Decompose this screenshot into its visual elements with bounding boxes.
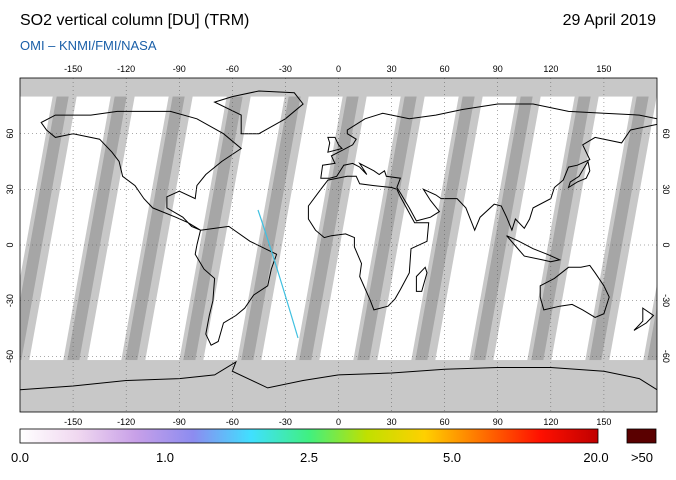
lon-tick-label-top: 150	[596, 64, 611, 74]
swath-gap-band	[522, 78, 594, 412]
lat-tick-label-left: -60	[5, 350, 15, 363]
lat-tick-label-right: 30	[661, 184, 671, 194]
lon-tick-label-bottom: 120	[543, 417, 558, 427]
longitude-labels-top: -150 -120 -90 -60 -30 0 30 60 90 120 150	[64, 64, 611, 74]
coastline-south-america	[194, 225, 278, 346]
lon-tick-label-top: 60	[440, 64, 450, 74]
so2-trace-line	[257, 209, 299, 339]
lon-tick-label-top: -90	[173, 64, 186, 74]
lat-tick-label-right: 60	[661, 129, 671, 139]
colorbar-label-1: 1.0	[155, 450, 175, 465]
lon-tick-label-top: -30	[279, 64, 292, 74]
latitude-labels-right: 60 30 0 -30 -60	[661, 129, 671, 363]
north-polar-no-data	[20, 78, 657, 97]
swath-gap-band	[290, 78, 362, 412]
colorbar-overflow-label: >50	[630, 450, 654, 465]
lon-tick-label-bottom: -120	[117, 417, 135, 427]
lat-tick-label-right: -60	[661, 350, 671, 363]
swath-gap-band	[58, 78, 130, 412]
lat-tick-label-left: -30	[5, 294, 15, 307]
coastlines	[20, 90, 657, 391]
lon-tick-label-top: -120	[117, 64, 135, 74]
coastline-australia	[539, 264, 610, 318]
lon-tick-label-bottom: 60	[440, 417, 450, 427]
swath-gap-band	[174, 78, 246, 412]
lon-tick-label-top: 90	[493, 64, 503, 74]
colorbar-label-3: 5.0	[442, 450, 462, 465]
map-frame	[19, 77, 658, 413]
map-title: SO2 vertical column [DU] (TRM)	[20, 12, 250, 29]
lat-tick-label-left: 0	[5, 242, 15, 247]
lon-tick-label-bottom: 90	[493, 417, 503, 427]
lon-tick-label-top: 30	[387, 64, 397, 74]
colorbar-overflow-swatch	[626, 428, 657, 444]
coastline-north-america	[40, 110, 243, 231]
latitude-labels-left: 60 30 0 -30 -60	[5, 129, 15, 363]
data-swath	[600, 94, 657, 412]
coastline-greenland	[213, 90, 304, 135]
lon-tick-label-top: -150	[64, 64, 82, 74]
swath-gap-band	[406, 78, 478, 412]
colorbar-label-0: 0.0	[10, 450, 30, 465]
data-swath	[20, 78, 56, 279]
colorbar-label-4: 20.0	[583, 450, 609, 465]
coastline-new-zealand	[633, 307, 655, 331]
data-swath	[136, 78, 230, 412]
colorbar	[19, 428, 599, 444]
colorbar-label-2: 2.5	[299, 450, 319, 465]
data-swath	[20, 78, 114, 412]
coastline-africa	[307, 175, 430, 311]
lon-tick-label-bottom: 30	[387, 417, 397, 427]
lon-tick-label-bottom: -150	[64, 417, 82, 427]
swath-gap-band	[20, 78, 72, 368]
data-swath	[368, 78, 462, 412]
lon-tick-label-bottom: -30	[279, 417, 292, 427]
lon-tick-label-bottom: 0	[336, 417, 341, 427]
coastline-uk	[327, 136, 343, 153]
lon-tick-label-bottom: 150	[596, 417, 611, 427]
coastline-madagascar	[415, 266, 428, 292]
lon-tick-label-top: 0	[336, 64, 341, 74]
coastline-indonesia	[506, 235, 562, 263]
lat-tick-label-right: -30	[661, 294, 671, 307]
lon-tick-label-bottom: -60	[226, 417, 239, 427]
lon-tick-label-bottom: -90	[173, 417, 186, 427]
data-swath	[252, 78, 346, 412]
coastline-eurasia	[320, 103, 657, 232]
map-date: 29 April 2019	[562, 12, 656, 29]
lat-tick-label-left: 60	[5, 129, 15, 139]
longitude-labels-bottom: -150 -120 -90 -60 -30 0 30 60 90 120 150	[64, 417, 611, 427]
data-credit: OMI – KNMI/FMI/NASA	[20, 38, 157, 53]
lat-tick-label-left: 30	[5, 184, 15, 194]
data-swath	[484, 78, 578, 412]
lon-tick-label-top: 120	[543, 64, 558, 74]
lon-tick-label-top: -60	[226, 64, 239, 74]
coastline-antarctica	[20, 360, 657, 391]
coastline-japan	[567, 160, 591, 189]
lat-tick-label-right: 0	[661, 242, 671, 247]
